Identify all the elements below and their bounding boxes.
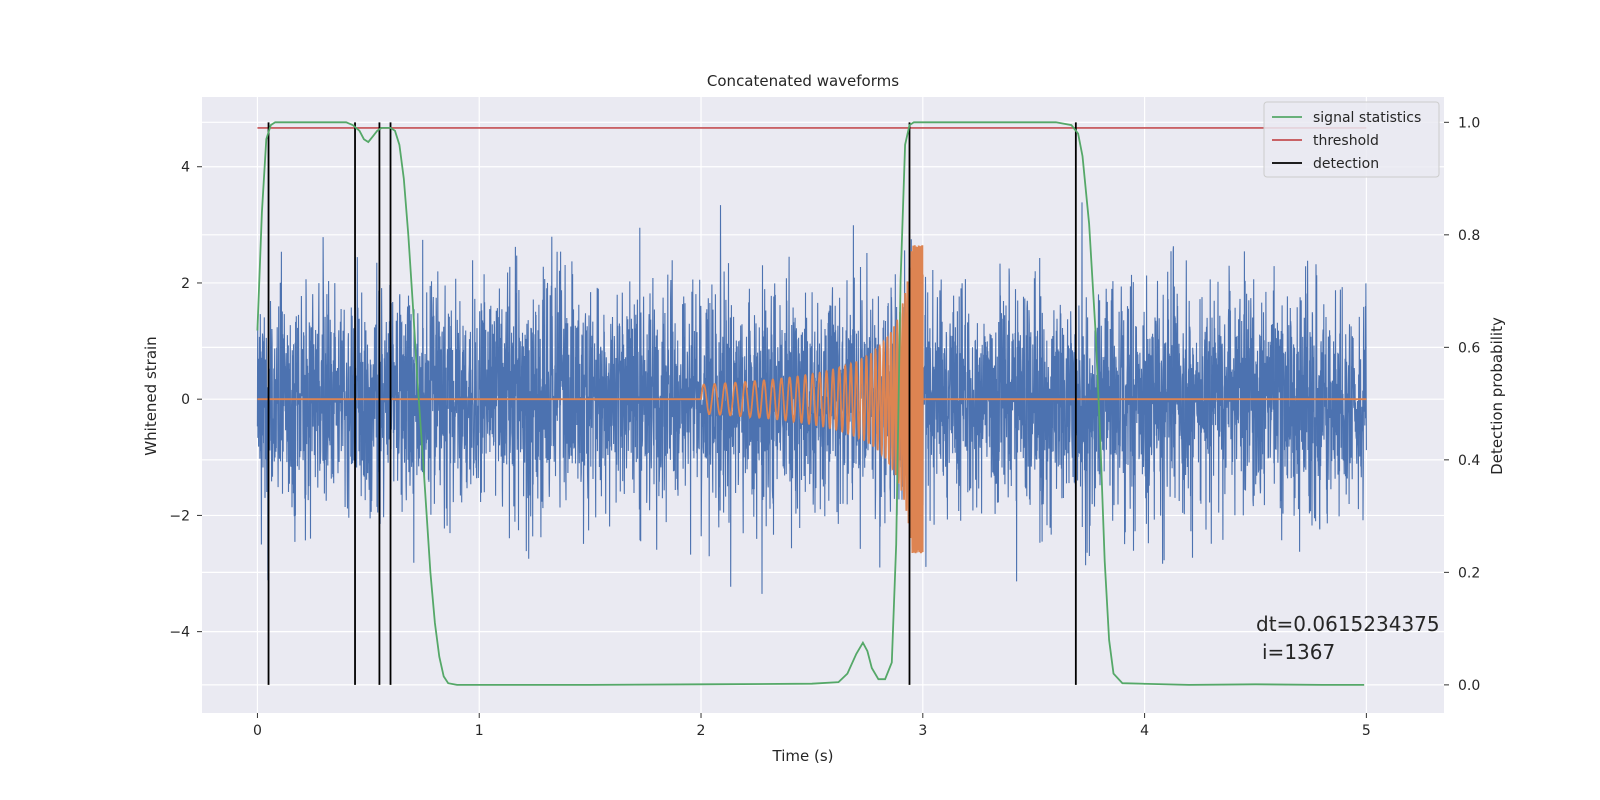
- legend-label: threshold: [1313, 133, 1379, 149]
- legend-entry-threshold: threshold: [1272, 133, 1379, 149]
- right-tick-label: 0.2: [1458, 565, 1480, 581]
- legend: signal statistics threshold detection: [1263, 101, 1440, 178]
- series-detection: [267, 122, 1077, 685]
- plot-series-group: [256, 121, 1367, 686]
- annotation-dt: dt=0.0615234375: [1256, 612, 1440, 636]
- left-axis-label: Whitened strain: [142, 336, 160, 455]
- right-tick-label: 0.0: [1458, 678, 1480, 694]
- legend-label: detection: [1313, 156, 1379, 172]
- x-tick-label: 4: [1140, 723, 1149, 739]
- left-tick-label: 2: [181, 276, 190, 292]
- left-tick-label: −4: [169, 625, 190, 641]
- x-tick-label: 2: [697, 723, 706, 739]
- right-tick-label: 0.4: [1458, 453, 1480, 469]
- left-tick-label: 4: [181, 160, 190, 176]
- left-tick-label: −2: [169, 508, 190, 524]
- chart-title: Concatenated waveforms: [707, 72, 899, 90]
- x-axis-ticks: 0 1 2 3 4 5: [253, 713, 1371, 739]
- legend-frame: [1263, 101, 1440, 178]
- legend-label: signal statistics: [1313, 110, 1421, 126]
- x-tick-label: 3: [918, 723, 927, 739]
- series-chirp-template: [257, 245, 1367, 554]
- right-tick-label: 0.8: [1458, 228, 1480, 244]
- legend-entry-signal-statistics: signal statistics: [1272, 110, 1421, 126]
- x-axis-label: Time (s): [772, 747, 834, 765]
- x-tick-label: 0: [253, 723, 262, 739]
- x-tick-label: 1: [475, 723, 484, 739]
- annotation-index: i=1367: [1262, 640, 1335, 664]
- left-axis-ticks: −4 −2 0 2 4: [169, 160, 202, 641]
- right-tick-label: 0.6: [1458, 340, 1480, 356]
- right-tick-label: 1.0: [1458, 115, 1480, 131]
- right-axis-label: Detection probability: [1488, 317, 1506, 475]
- series-signal-statistics: [256, 121, 1365, 686]
- right-axis-ticks: 0.0 0.2 0.4 0.6 0.8 1.0: [1444, 115, 1480, 694]
- left-tick-label: 0: [181, 392, 190, 408]
- legend-entry-detection: detection: [1272, 156, 1379, 172]
- x-tick-label: 5: [1362, 723, 1371, 739]
